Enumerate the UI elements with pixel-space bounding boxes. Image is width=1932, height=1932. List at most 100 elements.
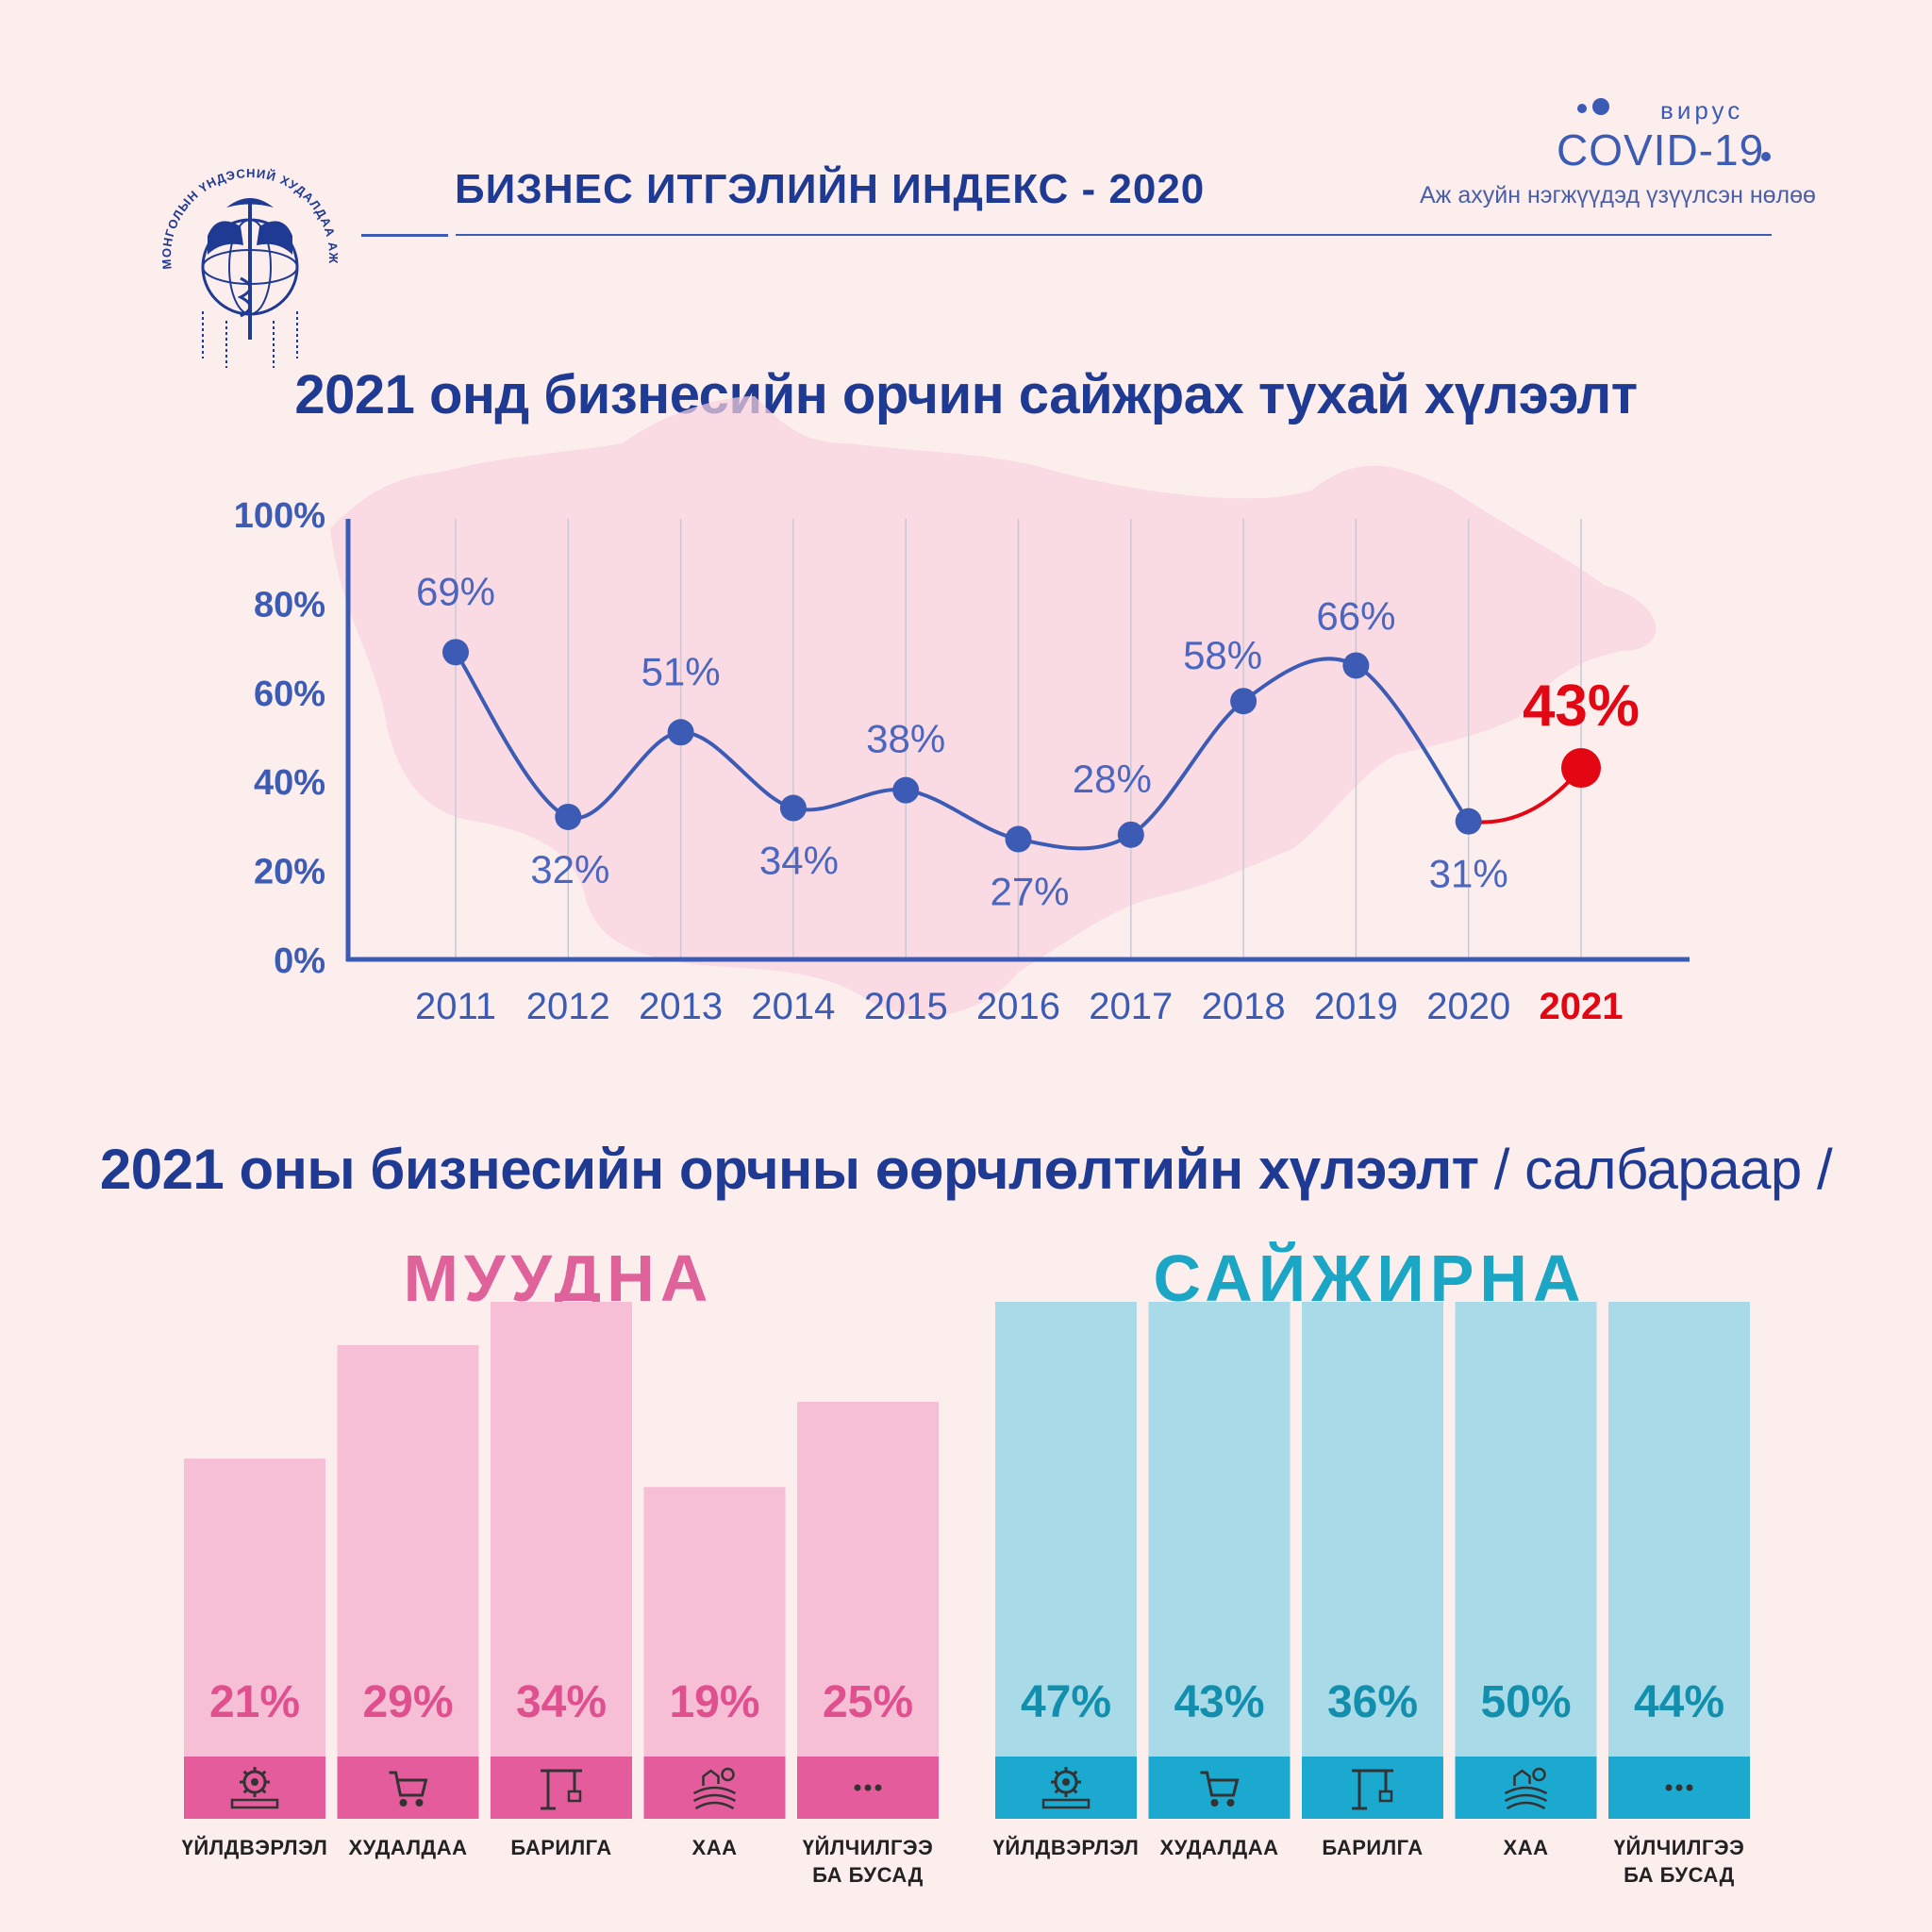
x-tick-label: 2013 [639,986,723,1027]
data-point [442,639,469,666]
bar-category-line: ХУДАЛДАА [348,1836,468,1859]
bar-fill [995,1302,1137,1757]
data-point [1342,652,1370,679]
bar-value-label: 44% [1634,1677,1724,1727]
farm-field-icon [1504,1767,1548,1810]
x-tick-label: 2017 [1089,986,1173,1027]
data-point [1455,808,1482,835]
sector-title-suffix: / салбараар / [1493,1138,1833,1201]
badge-dots-icon [1577,98,1609,115]
point-label: 58% [1183,633,1262,677]
data-point [892,776,920,804]
factory-gear-icon [230,1767,279,1809]
point-label: 66% [1316,593,1395,638]
bar-category-line: ХАА [691,1836,738,1859]
construction-crane-icon [541,1769,582,1810]
y-tick-label: 40% [254,763,325,803]
factory-gear-icon [1041,1767,1091,1809]
line-chart-title: 2021 онд бизнесийн орчин сайжрах тухай х… [294,364,1638,425]
sector-title-main: 2021 оны бизнесийн орчны өөрчлөлтийн хүл… [99,1138,1479,1201]
bar-category-line: ҮЙЛЧИЛГЭЭ [802,1836,934,1859]
bar-category-label: ХУДАЛДАА [1140,1834,1300,1861]
bar-category-label: БАРИЛГА [481,1834,641,1861]
x-tick-label: 2012 [526,986,610,1027]
bar-fill [1148,1302,1291,1757]
bar-fill [643,1487,786,1757]
point-label: 69% [416,569,495,613]
bar-icon-strip [995,1757,1137,1819]
bar-category-line: ҮЙЛДВЭРЛЭЛ [992,1836,1140,1859]
more-dots-icon [854,1784,882,1791]
bar-category-label: БАРИЛГА [1292,1834,1453,1861]
bar-fill [1302,1302,1443,1757]
chamber-logo: МОНГОЛЫН ҮНДЭСНИЙ ХУДАЛДАА АЖ ҮЙЛДВЭРИЙН… [151,156,340,368]
y-tick-label: 0% [274,941,325,981]
point-label: 32% [530,847,609,891]
bar-fill [1608,1302,1750,1757]
bar-category-line: ХАА [1503,1836,1549,1859]
sector-section-title: 2021 оны бизнесийн орчны өөрчлөлтийн хүл… [0,1137,1932,1202]
point-label: 43% [1523,674,1640,739]
bar-category-label: ҮЙЛДВЭРЛЭЛ [175,1834,335,1861]
bar-category-label: ҮЙЛДВЭРЛЭЛ [986,1834,1146,1861]
bar-value-label: 50% [1480,1677,1571,1727]
header-rule-left [361,234,448,237]
farm-field-icon [692,1767,737,1810]
x-tick-label: 2015 [864,986,948,1027]
bar-category-label: ХАА [635,1834,795,1861]
bar-value-label: 19% [669,1677,759,1727]
bar-icon-strip [1302,1757,1443,1819]
bar-fill [491,1302,632,1757]
bar-fill [184,1458,325,1757]
x-tick-label: 2016 [976,986,1060,1027]
bar-category-line: БАРИЛГА [510,1836,612,1859]
bar-value-label: 34% [516,1677,607,1727]
bar-fill [797,1402,939,1757]
sector-bar: 29% [337,1344,479,1819]
x-tick-label: 2019 [1314,986,1398,1027]
bar-icon-strip [491,1757,632,1819]
bar-value-label: 21% [209,1677,300,1727]
bar-value-label: 36% [1327,1677,1418,1727]
report-title: БИЗНЕС ИТГЭЛИЙН ИНДЕКС - 2020 [455,166,1206,212]
data-point [779,794,807,822]
forecast-point [1561,748,1601,789]
point-label: 27% [990,870,1069,914]
bar-category-line: ҮЙЛДВЭРЛЭЛ [181,1836,328,1859]
bar-fill [337,1344,479,1757]
bar-icon-strip [337,1757,479,1819]
sector-bar-chart: 21% 29% 34% 19% 25% 47% 43% 36% 50% 44% [184,1302,1750,1819]
badge-virus-label: вирус [1660,96,1744,125]
bar-fill [1455,1302,1597,1757]
point-label: 28% [1073,757,1152,801]
x-tick-label: 2011 [415,986,496,1027]
bar-category-label: ХУДАЛДАА [328,1834,489,1861]
x-tick-label: 2014 [751,986,835,1027]
header-rule-right [456,234,1772,236]
data-point [1117,821,1144,848]
bar-value-label: 47% [1021,1677,1111,1727]
bar-value-label: 25% [823,1677,913,1727]
sector-bar: 43% [1148,1302,1291,1819]
bar-category-line: БА БУСАД [812,1863,924,1887]
point-label: 31% [1429,852,1508,896]
badge-covid-label: COVID-19 [1557,125,1765,175]
sector-bar: 47% [995,1302,1137,1819]
point-label: 51% [641,649,721,693]
sector-bar: 50% [1455,1302,1597,1819]
bar-category-line: ХУДАЛДАА [1159,1836,1279,1859]
y-tick-label: 60% [254,675,325,714]
line-chart: 0% 20% 40% 60% 80% 100% 2011 2012 2013 2014 2015 20… [234,396,1690,1027]
bar-category-line: БАРИЛГА [1322,1836,1424,1859]
data-point [1005,825,1032,853]
map-backdrop [330,396,1657,1016]
bar-category-line: БА БУСАД [1624,1863,1735,1887]
badge-dot-icon [1761,152,1771,161]
sector-bar: 25% [797,1402,939,1819]
y-tick-label: 20% [254,853,325,892]
bar-category-label: ҮЙЛЧИЛГЭЭ БА БУСАД [788,1834,948,1889]
bar-category-label: ХАА [1446,1834,1607,1861]
point-label: 34% [759,839,839,883]
y-tick-label: 80% [254,585,325,625]
bar-category-label: ҮЙЛЧИЛГЭЭ БА БУСАД [1599,1834,1759,1889]
